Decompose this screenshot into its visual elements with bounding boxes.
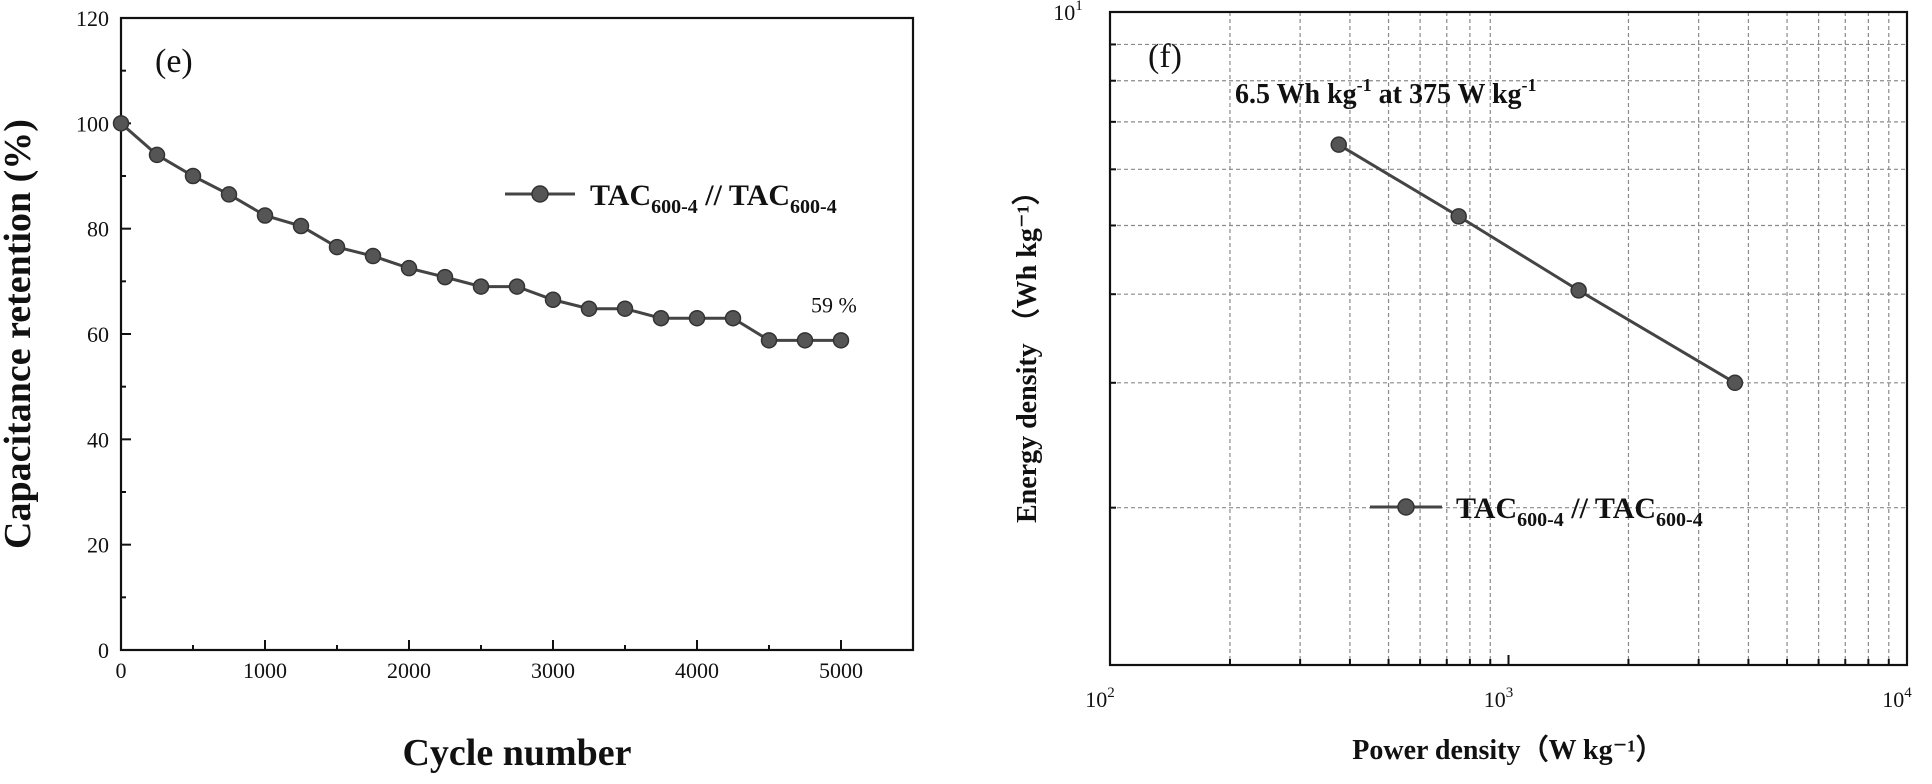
panel-f-data-point xyxy=(1726,374,1744,392)
panel-f-data-point xyxy=(1570,282,1587,299)
panel-f-plot-frame xyxy=(1108,10,1909,667)
panel-e-ticks: 0 1000 2000 3000 4000 5000 0 20 40 60 80 100 120 xyxy=(76,6,863,683)
panel-f-series-line xyxy=(1337,143,1736,385)
panel-e-data-point xyxy=(112,115,130,132)
panel-e-y-tick-label: 0 xyxy=(98,638,109,663)
panel-e-data-point xyxy=(652,309,670,327)
panel-e-data-point xyxy=(364,247,382,265)
panel-e-data-point xyxy=(508,278,526,295)
panel-f-data-point xyxy=(1330,136,1348,153)
panel-f-label: (f) xyxy=(1148,38,1182,75)
panel-f-x-tick-label: 104 xyxy=(1882,685,1912,712)
panel-e-data-point xyxy=(544,291,562,309)
panel-f-x-tick-label: 103 xyxy=(1484,685,1514,712)
panel-e-x-tick-label: 4000 xyxy=(675,658,719,683)
panel-e-data-point xyxy=(400,259,418,277)
panel-e-label: (e) xyxy=(155,43,193,80)
panel-f-ticks xyxy=(1109,43,1890,665)
panel-e-data-point xyxy=(616,300,634,317)
panel-e-data-point xyxy=(292,217,310,235)
panel-f-legend: TAC600-4 // TAC600-4 xyxy=(1370,492,1703,531)
panel-e-y-tick-label: 60 xyxy=(87,322,109,347)
panel-f-chart: (f) 6.5 Wh kg-1 at 375 W kg-1 TAC600-4 /… xyxy=(1010,0,1912,766)
panel-e-data-point xyxy=(724,309,742,327)
panel-e-x-tick-label: 3000 xyxy=(531,658,575,683)
panel-e-x-tick-label: 5000 xyxy=(819,658,863,683)
panel-e-x-tick-label: 2000 xyxy=(387,658,431,683)
panel-e-legend-text: TAC600-4 // TAC600-4 xyxy=(590,179,837,218)
panel-f-y-axis-title: Energy density （Wh kg⁻¹） xyxy=(1010,177,1043,523)
panel-e-legend-marker xyxy=(531,185,549,203)
panel-f-x-axis-title: Power density（W kg⁻¹） xyxy=(1352,733,1664,766)
panel-e-data-point xyxy=(760,332,778,349)
panel-f-annotation-peak: 6.5 Wh kg-1 at 375 W kg-1 xyxy=(1235,75,1537,110)
panel-f-data-point xyxy=(1450,208,1467,225)
panel-e-series xyxy=(112,115,850,349)
panel-e-data-point xyxy=(580,300,598,317)
panel-e-y-tick-label: 120 xyxy=(76,6,109,31)
panel-e-legend: TAC600-4 // TAC600-4 xyxy=(505,179,837,218)
panel-e-data-point xyxy=(328,238,346,256)
panel-f-y-tick-labels: 101 xyxy=(1053,0,1083,25)
panel-e-data-point xyxy=(796,332,814,349)
panel-e-data-point xyxy=(220,186,238,203)
panel-e-y-tick-label: 20 xyxy=(87,533,109,558)
panel-e-data-point xyxy=(256,207,274,224)
panel-e-y-tick-label: 80 xyxy=(87,217,109,242)
panel-e-y-axis-title: Capacitance retention (%) xyxy=(0,119,39,549)
panel-e-annotation-59-percent: 59 % xyxy=(811,292,857,317)
panel-f-x-tick-labels: 102 103 104 xyxy=(1085,685,1912,712)
panel-e-data-point xyxy=(436,268,454,286)
panel-e-plot-frame xyxy=(119,16,915,652)
panel-e-y-tick-label: 100 xyxy=(76,111,109,136)
panel-e-data-point xyxy=(184,167,202,185)
panel-e-data-point xyxy=(148,146,166,164)
panel-e-x-tick-label: 0 xyxy=(116,658,127,683)
panel-f-y-tick-label: 101 xyxy=(1053,0,1083,25)
panel-f-x-tick-label: 102 xyxy=(1085,685,1115,712)
panel-e-x-axis-title: Cycle number xyxy=(402,732,631,774)
panel-f-legend-text: TAC600-4 // TAC600-4 xyxy=(1456,492,1703,531)
panel-e-chart: 0 1000 2000 3000 4000 5000 0 20 40 60 80 100 120 (e)… xyxy=(0,6,915,774)
panel-e-series-line xyxy=(120,122,841,342)
panel-e-x-tick-label: 1000 xyxy=(243,658,287,683)
panel-e-data-point xyxy=(832,332,850,349)
panel-f-grid xyxy=(1110,12,1907,665)
panel-f-legend-marker xyxy=(1397,498,1415,516)
panel-e-data-point xyxy=(472,278,490,295)
panel-e-data-point xyxy=(688,309,706,327)
panel-e-y-tick-label: 40 xyxy=(87,427,109,452)
panel-f-series xyxy=(1330,136,1744,392)
